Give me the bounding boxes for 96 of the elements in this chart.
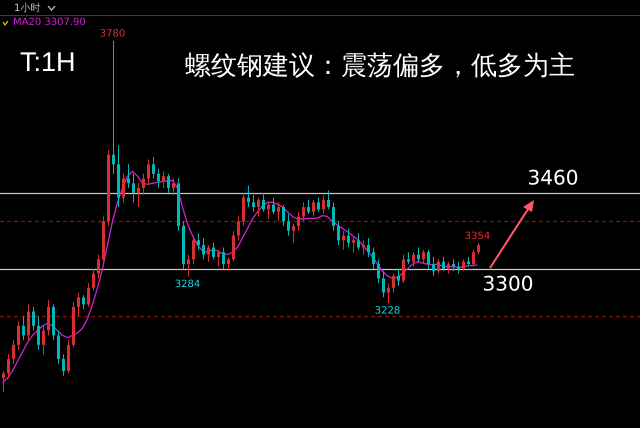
candlestick bbox=[92, 268, 95, 291]
candlestick bbox=[397, 268, 400, 286]
candlestick bbox=[317, 197, 320, 212]
candlestick bbox=[427, 249, 430, 270]
candlestick bbox=[442, 256, 445, 272]
candlestick bbox=[2, 370, 5, 393]
candlestick bbox=[62, 354, 65, 376]
candlestick bbox=[27, 304, 30, 341]
candlestick bbox=[157, 168, 160, 189]
candlestick bbox=[47, 299, 50, 336]
candlestick bbox=[162, 170, 165, 189]
candlestick bbox=[247, 185, 250, 208]
candlestick bbox=[37, 316, 40, 350]
candlestick bbox=[357, 232, 360, 250]
candlestick bbox=[267, 202, 270, 220]
candlestick bbox=[77, 292, 80, 317]
candlestick bbox=[342, 230, 345, 250]
candlestick bbox=[377, 258, 380, 284]
candlestick bbox=[337, 220, 340, 246]
candlestick bbox=[472, 249, 475, 267]
candlestick bbox=[22, 316, 25, 341]
candlestick bbox=[287, 214, 290, 236]
candlestick bbox=[7, 354, 10, 379]
candlestick bbox=[262, 192, 265, 212]
candlestick bbox=[87, 282, 90, 308]
ref-line-label: 3300 bbox=[482, 272, 534, 296]
candlestick bbox=[12, 340, 15, 364]
candlestick bbox=[242, 192, 245, 227]
candlestick bbox=[312, 199, 315, 218]
text: MA20 3307.90 bbox=[13, 17, 86, 28]
candlestick bbox=[367, 237, 370, 258]
candlestick bbox=[192, 235, 195, 265]
candlestick bbox=[232, 230, 235, 262]
candlestick bbox=[347, 228, 350, 248]
candlestick bbox=[237, 216, 240, 241]
candlestick bbox=[292, 223, 295, 244]
candlestick bbox=[82, 294, 85, 310]
candlestick bbox=[187, 254, 190, 277]
candlestick bbox=[437, 258, 440, 274]
candlestick bbox=[477, 242, 480, 256]
candlestick bbox=[327, 190, 330, 210]
candlestick bbox=[412, 252, 415, 267]
candlestick bbox=[147, 159, 150, 184]
text: 1小时 bbox=[14, 2, 40, 15]
candlestick bbox=[122, 173, 125, 203]
candlestick bbox=[127, 164, 130, 189]
candlestick bbox=[387, 282, 390, 304]
candlestick bbox=[467, 256, 470, 267]
candlestick bbox=[257, 197, 260, 218]
candlestick bbox=[197, 232, 200, 250]
candlestick bbox=[42, 325, 45, 355]
candlestick bbox=[447, 261, 450, 274]
candlestick bbox=[372, 246, 375, 270]
candlestick bbox=[297, 211, 300, 232]
candlestick bbox=[167, 173, 170, 194]
candlestick bbox=[452, 258, 455, 272]
candlestick bbox=[252, 194, 255, 212]
candlestick bbox=[222, 246, 225, 270]
candlestick bbox=[457, 261, 460, 274]
candlestick bbox=[462, 258, 465, 272]
candlestick bbox=[172, 178, 175, 196]
candlestick bbox=[212, 242, 215, 260]
candlestick bbox=[402, 254, 405, 284]
candlestick bbox=[207, 244, 210, 262]
candlestick bbox=[152, 156, 155, 180]
candlestick bbox=[112, 40, 115, 174]
annotation: T:1H bbox=[20, 47, 76, 78]
candlestick bbox=[432, 256, 435, 276]
candlestick bbox=[217, 249, 220, 267]
annotation: 3354 bbox=[464, 230, 490, 242]
candlestick bbox=[417, 246, 420, 262]
candlestick bbox=[392, 273, 395, 294]
annotation: 3780 bbox=[100, 28, 126, 40]
candlestick bbox=[332, 202, 335, 232]
candlestick bbox=[277, 202, 280, 222]
candlestick bbox=[422, 249, 425, 265]
annotation: 3284 bbox=[174, 279, 200, 290]
candlestick bbox=[382, 270, 385, 298]
candlestick bbox=[32, 306, 35, 332]
candlestick bbox=[322, 194, 325, 215]
candlestick bbox=[57, 330, 60, 364]
candlestick bbox=[302, 202, 305, 222]
candlestick bbox=[137, 182, 140, 208]
candlestick bbox=[307, 199, 310, 215]
candlestick bbox=[132, 173, 135, 203]
candlestick bbox=[272, 197, 275, 215]
text: 螺纹钢建议：震荡偏多，低多为主 bbox=[185, 50, 575, 83]
candlestick bbox=[362, 240, 365, 256]
candlestick bbox=[282, 204, 285, 227]
candlestick bbox=[202, 237, 205, 260]
candlestick bbox=[142, 173, 145, 196]
ref-line-label: 3460 bbox=[528, 166, 578, 190]
candlestick bbox=[97, 254, 100, 279]
candlestick bbox=[227, 256, 230, 272]
annotation: 3228 bbox=[374, 306, 400, 317]
candlestick bbox=[17, 320, 20, 350]
